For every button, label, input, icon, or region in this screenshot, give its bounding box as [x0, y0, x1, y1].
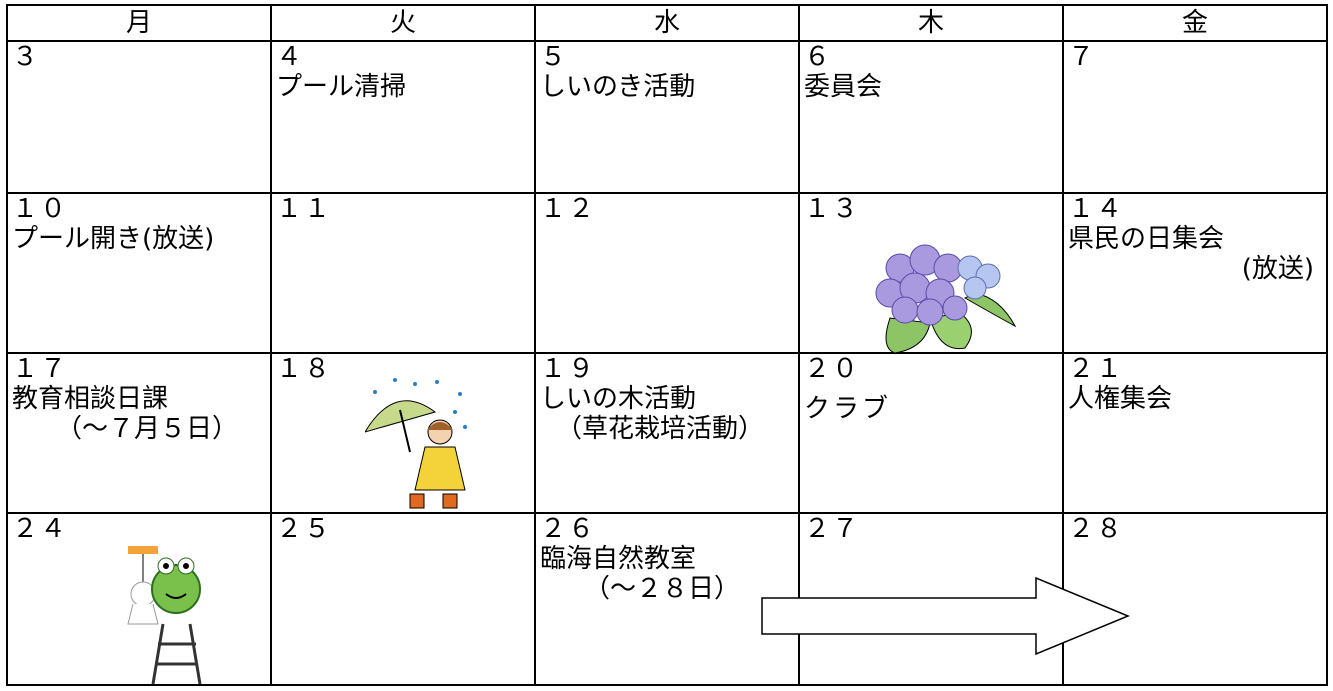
event-text: プール清掃: [276, 72, 407, 102]
day-cell: ２６ 臨海自然教室 （～２８日）: [534, 512, 800, 686]
week-row: １７ 教育相談日課 （～７月５日） １８ １９ しいの木活動 （草花栽培活動） ２０ クラブ ２１…: [6, 352, 1328, 514]
day-header: 月: [6, 4, 272, 42]
frog-illustration: [127, 546, 202, 685]
date-number: １０: [12, 194, 69, 224]
day-cell: ６ 委員会: [798, 40, 1064, 194]
day-cell: １２: [534, 192, 800, 354]
day-cell: １１: [270, 192, 536, 354]
date-number: ３: [12, 42, 41, 72]
day-cell: ３: [6, 40, 272, 194]
date-number: １３: [804, 194, 861, 224]
event-text: 委員会: [804, 72, 883, 102]
week-row: １０ プール開き(放送) １１ １２ １３ １４ 県民の日集会 (放送): [6, 192, 1328, 354]
event-text: （～２８日）: [584, 574, 741, 604]
date-number: ２５: [276, 514, 333, 544]
day-header: 木: [798, 4, 1064, 42]
week-row: ３ ４ プール清掃 ５ しいのき活動 ６ 委員会 ７: [6, 40, 1328, 194]
umbrella-girl-illustration: [365, 378, 467, 509]
date-number: １２: [540, 194, 597, 224]
date-number: ４: [276, 42, 305, 72]
date-number: ５: [540, 42, 569, 72]
date-number: １７: [12, 354, 69, 384]
event-text: 臨海自然教室: [540, 544, 697, 574]
event-text: (放送): [1241, 254, 1314, 284]
date-number: ２４: [12, 514, 69, 544]
day-cell: １８: [270, 352, 536, 514]
date-number: ２０: [804, 354, 861, 384]
day-cell: １４ 県民の日集会 (放送): [1062, 192, 1328, 354]
event-text: しいのき活動: [540, 72, 696, 102]
day-cell: １９ しいの木活動 （草花栽培活動）: [534, 352, 800, 514]
date-number: ７: [1068, 42, 1097, 72]
day-header: 水: [534, 4, 800, 42]
hydrangea-illustration: [875, 244, 1017, 354]
event-text: （草花栽培活動）: [556, 414, 765, 444]
date-number: １１: [276, 194, 333, 224]
day-cell: ２８: [1062, 512, 1328, 686]
event-text: プール開き(放送): [12, 224, 215, 254]
day-cell: ２１ 人権集会: [1062, 352, 1328, 514]
date-number: ２１: [1068, 354, 1125, 384]
day-cell: ２５: [270, 512, 536, 686]
header-row: 月火水木金: [6, 4, 1328, 42]
event-text: しいの木活動: [540, 384, 697, 414]
date-number: １９: [540, 354, 597, 384]
calendar-table: 月火水木金 ３ ４ プール清掃 ５ しいのき活動 ６ 委員会 ７ １０ プール開き(放送) １１ １２…: [6, 4, 1328, 686]
day-header: 火: [270, 4, 536, 42]
day-cell: ４ プール清掃: [270, 40, 536, 194]
date-number: ２７: [804, 514, 861, 544]
event-text: （～７月５日）: [56, 414, 239, 444]
event-text: 人権集会: [1068, 384, 1173, 414]
day-cell: ５ しいのき活動: [534, 40, 800, 194]
date-number: ２８: [1068, 514, 1125, 544]
day-cell: ２０ クラブ: [798, 352, 1064, 514]
date-number: ２６: [540, 514, 597, 544]
day-cell: １７ 教育相談日課 （～７月５日）: [6, 352, 272, 514]
arrow: [761, 576, 1130, 656]
event-text: 教育相談日課: [12, 384, 169, 414]
date-number: １８: [276, 354, 333, 384]
date-number: １４: [1068, 194, 1125, 224]
day-cell: ７: [1062, 40, 1328, 194]
date-number: ６: [804, 42, 833, 72]
day-header: 金: [1062, 4, 1328, 42]
day-cell: １０ プール開き(放送): [6, 192, 272, 354]
event-text: クラブ: [804, 394, 892, 424]
event-text: 県民の日集会: [1068, 224, 1225, 254]
